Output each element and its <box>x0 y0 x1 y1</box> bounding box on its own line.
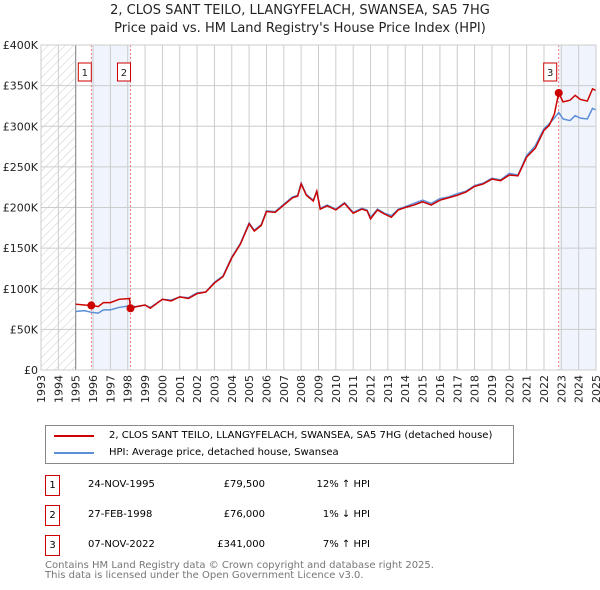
sale-label-box <box>543 62 558 82</box>
sale-price: £79,500 <box>223 479 265 490</box>
y-tick-label: £100K <box>3 283 39 296</box>
plot-frame <box>40 44 597 371</box>
legend-label: 2, CLOS SANT TEILO, LLANGYFELACH, SWANSE… <box>109 430 493 441</box>
sale-price: £76,000 <box>223 509 265 520</box>
price-chart: 1993 1994 1995 1996 1997 1998 1999 2000 2001 2002… <box>3 39 600 403</box>
legend: 2, CLOS SANT TEILO, LLANGYFELACH, SWANSE… <box>45 425 514 464</box>
x-tick-label: 1993 <box>35 375 48 403</box>
x-tick-label: 2006 <box>260 375 273 403</box>
sale-number: 2 <box>45 505 60 526</box>
x-tick-label: 2011 <box>347 375 360 403</box>
x-tick-label: 2025 <box>590 375 600 403</box>
x-tick-label: 2022 <box>538 375 551 403</box>
sale-label: 1 <box>82 68 88 79</box>
x-tick-label: 2020 <box>503 375 516 403</box>
x-tick-label: 1996 <box>87 375 100 403</box>
x-tick-label: 2000 <box>156 375 169 403</box>
y-tick-label: £300K <box>3 120 39 133</box>
x-tick-label: 2002 <box>191 375 204 403</box>
y-tick-label: £50K <box>10 323 39 336</box>
sale-marker <box>87 301 96 310</box>
sale-label-box <box>116 62 131 82</box>
legend-swatch-price <box>54 434 94 437</box>
x-tick-label: 2013 <box>382 375 395 403</box>
chart-title: 2, CLOS SANT TEILO, LLANGYFELACH, SWANSE… <box>110 3 490 18</box>
sale-label: 3 <box>547 68 553 79</box>
x-tick-label: 2023 <box>555 375 568 403</box>
sale-label-box <box>77 62 92 82</box>
sale-row: 2 27-FEB-1998 £76,000 1% ↓ HPI <box>45 505 545 526</box>
footer-line: Contains HM Land Registry data © Crown c… <box>45 560 434 571</box>
x-tick-label: 1997 <box>104 375 117 403</box>
x-tick-label: 2017 <box>451 375 464 403</box>
x-tick-label: 2004 <box>226 375 239 403</box>
x-tick-label: 2012 <box>365 375 378 403</box>
x-tick-label: 2008 <box>295 375 308 403</box>
y-tick-label: £200K <box>3 202 39 215</box>
x-tick-label: 2014 <box>399 375 412 403</box>
legend-item-hpi: HPI: Average price, detached house, Swan… <box>54 447 339 458</box>
y-tick-label: £400K <box>3 39 39 52</box>
x-tick-label: 2005 <box>243 375 256 403</box>
sale-row: 1 24-NOV-1995 £79,500 12% ↑ HPI <box>45 475 545 496</box>
sale-number: 3 <box>45 535 60 556</box>
sale-hpi-diff: 1% ↓ HPI <box>322 509 370 520</box>
x-tick-label: 1999 <box>139 375 152 403</box>
legend-label: HPI: Average price, detached house, Swan… <box>109 447 339 458</box>
footer: Contains HM Land Registry data © Crown c… <box>45 561 434 581</box>
y-tick-label: £0 <box>24 364 38 377</box>
x-tick-label: 1995 <box>70 375 83 403</box>
x-tick-label: 2021 <box>521 375 534 403</box>
x-tick-label: 2016 <box>434 375 447 403</box>
sale-price: £341,000 <box>217 539 265 550</box>
x-tick-label: 2007 <box>278 375 291 403</box>
x-tick-label: 2015 <box>417 375 430 403</box>
y-tick-label: £350K <box>3 80 39 93</box>
y-tick-label: £150K <box>3 242 39 255</box>
sale-row: 3 07-NOV-2022 £341,000 7% ↑ HPI <box>45 535 545 556</box>
x-tick-label: 2018 <box>469 375 482 403</box>
x-tick-label: 2010 <box>330 375 343 403</box>
legend-swatch-hpi <box>54 451 94 454</box>
x-tick-label: 2019 <box>486 375 499 403</box>
x-tick-label: 2024 <box>573 375 586 403</box>
sale-marker <box>126 304 135 313</box>
sale-date: 24-NOV-1995 <box>88 479 155 490</box>
sale-marker <box>554 88 563 97</box>
sale-date: 27-FEB-1998 <box>88 509 153 520</box>
price-line <box>75 87 597 310</box>
chart-subtitle: Price paid vs. HM Land Registry's House … <box>114 21 486 36</box>
x-tick-label: 2009 <box>313 375 326 403</box>
x-tick-label: 1994 <box>52 375 65 403</box>
y-tick-label: £250K <box>3 161 39 174</box>
legend-item-price: 2, CLOS SANT TEILO, LLANGYFELACH, SWANSE… <box>54 430 492 441</box>
sale-hpi-diff: 12% ↑ HPI <box>316 479 370 490</box>
x-tick-label: 2001 <box>174 375 187 403</box>
sale-label: 2 <box>121 68 127 79</box>
footer-line: This data is licensed under the Open Gov… <box>45 570 364 581</box>
sale-hpi-diff: 7% ↑ HPI <box>322 539 370 550</box>
x-tick-label: 2003 <box>208 375 221 403</box>
x-tick-label: 1998 <box>122 375 135 403</box>
sale-date: 07-NOV-2022 <box>88 539 155 550</box>
sale-number: 1 <box>45 475 60 496</box>
